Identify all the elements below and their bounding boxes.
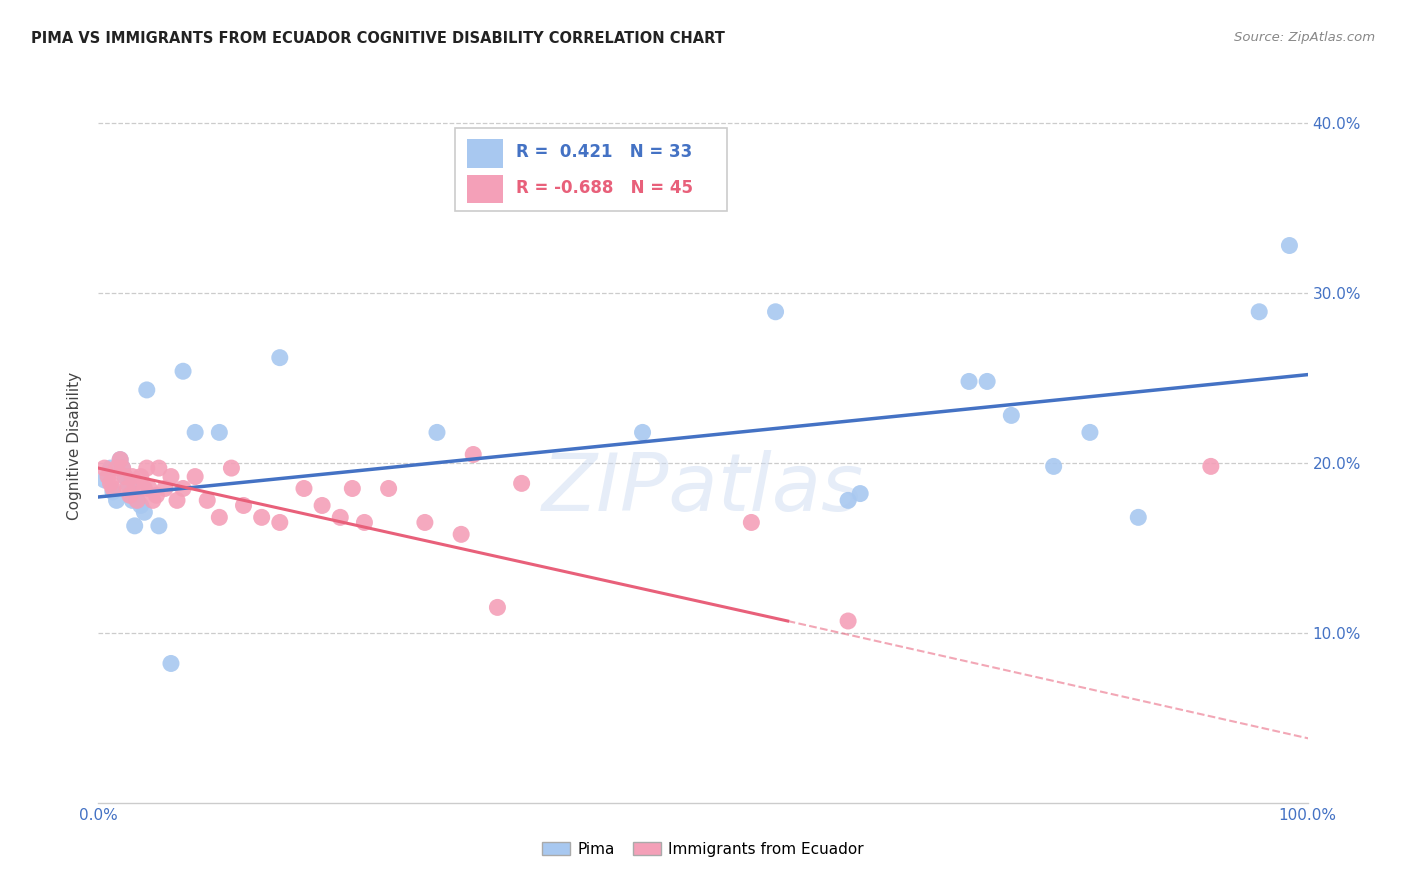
Point: [184, 425, 207, 440]
Point: [342, 482, 364, 496]
Point: [765, 305, 787, 319]
Point: [172, 364, 194, 378]
Point: [329, 510, 352, 524]
Point: [311, 499, 333, 513]
Point: [108, 452, 131, 467]
Text: R =  0.421   N = 33: R = 0.421 N = 33: [516, 143, 692, 161]
Point: [117, 482, 139, 496]
Point: [121, 469, 143, 483]
Point: [486, 600, 509, 615]
Point: [353, 516, 375, 530]
Point: [160, 657, 183, 671]
Point: [269, 516, 291, 530]
Point: [957, 375, 980, 389]
Point: [135, 461, 157, 475]
Legend: Pima, Immigrants from Ecuador: Pima, Immigrants from Ecuador: [536, 836, 870, 863]
Point: [976, 375, 998, 389]
Point: [129, 499, 152, 513]
Point: [135, 383, 157, 397]
Point: [510, 476, 533, 491]
Point: [148, 461, 170, 475]
Point: [1128, 510, 1150, 524]
Point: [160, 469, 183, 483]
Point: [837, 614, 859, 628]
Point: [849, 486, 872, 500]
Point: [426, 425, 449, 440]
Point: [121, 493, 143, 508]
Point: [105, 461, 128, 475]
Point: [1249, 305, 1271, 319]
Point: [1278, 238, 1301, 252]
Text: R = -0.688   N = 45: R = -0.688 N = 45: [516, 178, 693, 196]
Point: [221, 461, 243, 475]
Point: [114, 469, 136, 483]
Point: [1078, 425, 1101, 440]
Point: [101, 482, 124, 496]
Point: [124, 476, 146, 491]
Point: [1199, 459, 1222, 474]
Point: [134, 505, 156, 519]
Point: [93, 461, 115, 475]
Point: [631, 425, 654, 440]
Point: [269, 351, 291, 365]
Point: [1000, 409, 1022, 423]
Point: [127, 493, 149, 508]
Point: [111, 461, 134, 475]
Text: Source: ZipAtlas.com: Source: ZipAtlas.com: [1234, 31, 1375, 45]
Point: [208, 425, 231, 440]
Point: [232, 499, 254, 513]
Point: [105, 493, 128, 508]
Text: PIMA VS IMMIGRANTS FROM ECUADOR COGNITIVE DISABILITY CORRELATION CHART: PIMA VS IMMIGRANTS FROM ECUADOR COGNITIV…: [31, 31, 725, 46]
Point: [292, 482, 315, 496]
Point: [118, 488, 141, 502]
Point: [145, 488, 167, 502]
Point: [740, 516, 762, 530]
FancyBboxPatch shape: [456, 128, 727, 211]
Point: [114, 469, 136, 483]
Point: [142, 493, 165, 508]
Point: [195, 493, 218, 508]
Point: [100, 476, 122, 491]
Point: [134, 482, 156, 496]
Point: [250, 510, 273, 524]
Point: [837, 493, 859, 508]
Point: [377, 482, 399, 496]
Point: [124, 519, 146, 533]
Text: ZIPatlas: ZIPatlas: [541, 450, 865, 528]
FancyBboxPatch shape: [467, 175, 503, 203]
Point: [450, 527, 472, 541]
Point: [463, 448, 485, 462]
Point: [129, 469, 152, 483]
Point: [97, 469, 120, 483]
Point: [118, 478, 141, 492]
Point: [101, 484, 124, 499]
Point: [208, 510, 231, 524]
Point: [138, 482, 160, 496]
Point: [184, 469, 207, 483]
Point: [153, 482, 176, 496]
Point: [166, 493, 188, 508]
Point: [127, 493, 149, 508]
Y-axis label: Cognitive Disability: Cognitive Disability: [67, 372, 83, 520]
Point: [108, 452, 131, 467]
Point: [111, 461, 134, 475]
Point: [1042, 459, 1064, 474]
Point: [100, 461, 122, 475]
Point: [413, 516, 436, 530]
Point: [172, 482, 194, 496]
Point: [148, 519, 170, 533]
FancyBboxPatch shape: [467, 139, 503, 168]
Point: [93, 473, 115, 487]
